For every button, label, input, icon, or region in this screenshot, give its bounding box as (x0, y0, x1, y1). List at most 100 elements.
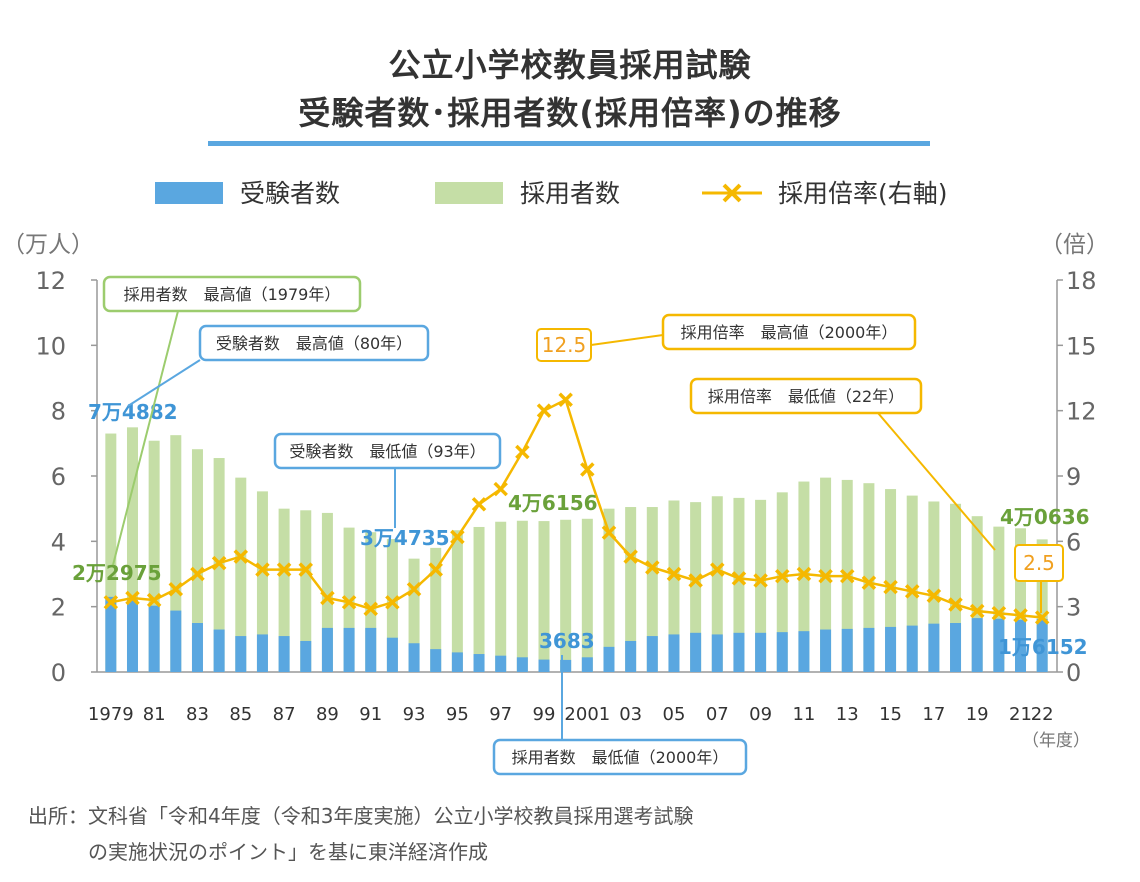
applicants-bar (950, 503, 962, 672)
ratio-point-cross (991, 605, 1007, 621)
ratio-point-cross (580, 462, 595, 477)
annotation-ratio-max-leader (590, 334, 664, 346)
x-tick-label: 1979 (88, 704, 134, 725)
annotation-applicants-max-box (198, 324, 430, 362)
ratio-point-cross (1034, 610, 1050, 625)
ratio-point-cross (255, 562, 270, 577)
ratio-point-cross (883, 579, 898, 595)
hires-bar (473, 654, 485, 672)
annotation-hires-max-leader (112, 310, 179, 566)
right-tick-label: 12 (1066, 398, 1097, 426)
x-tick-label: 17 (922, 704, 945, 725)
x-tick-label: 19 (966, 704, 989, 725)
annotation-ratio-max-box (661, 313, 917, 351)
applicants-bar (755, 499, 767, 672)
x-tick-label: 22 (1031, 704, 1054, 725)
right-tick-label: 18 (1066, 267, 1097, 295)
ratio-point-cross (818, 568, 833, 584)
ratio-point-cross (341, 595, 357, 610)
hires-bar (105, 596, 117, 672)
x-tick-label: 03 (619, 704, 642, 725)
applicants-bar (971, 516, 983, 672)
x-tick-label: 13 (836, 704, 859, 725)
hires-bar (321, 627, 333, 672)
hires-bar (906, 625, 918, 672)
left-tick-label: 6 (51, 463, 66, 491)
ratio-point-cross (731, 571, 747, 586)
ratio-point-cross (363, 601, 378, 617)
ratio-point-cross (103, 595, 119, 610)
ratio-point-cross (276, 562, 292, 577)
ratio-point-cross (233, 549, 249, 564)
source-line1: 出所：文科省「令和4年度（令和3年度実施）公立小学校教員採用選考試験 (28, 804, 694, 828)
chart-title-line1: 公立小学校教員採用試験 (388, 46, 752, 84)
applicants-bar (386, 539, 398, 672)
ratio-point-cross (645, 560, 660, 575)
x-tick-label: 87 (273, 704, 296, 725)
title-underline (208, 141, 930, 146)
applicants-bar (451, 530, 463, 672)
ratio-point-cross (666, 566, 682, 582)
hires-bar (1015, 619, 1027, 672)
applicants-bar (733, 497, 745, 672)
x-tick-label: 05 (663, 704, 686, 725)
ratio-point-cross (796, 566, 812, 582)
right-axis-unit: （倍） (1040, 232, 1109, 258)
applicants-bar (235, 477, 247, 672)
applicants-bar (863, 483, 875, 672)
ratio-point-cross (385, 595, 400, 610)
legend-hires-swatch (435, 182, 503, 204)
ratio-point-cross (1013, 608, 1028, 623)
legend-hires-label: 採用者数 (520, 179, 621, 208)
legend-ratio-swatch (702, 183, 762, 203)
x-tick-label: 93 (403, 704, 426, 725)
ratio-point-cross (536, 403, 552, 418)
hires-bar (148, 605, 160, 672)
x-tick-label: 09 (749, 704, 772, 725)
right-tick-label: 9 (1066, 463, 1081, 491)
ratio-point-cross (168, 582, 184, 597)
hires-bar (560, 659, 572, 672)
ratio-point-cross (471, 497, 487, 512)
ratio-point-cross (775, 568, 790, 584)
source-line2: の実施状況のポイント」を基に東洋経済作成 (88, 840, 488, 864)
right-tick-label: 15 (1066, 332, 1097, 360)
annotation-applicants-max-text: 受験者数 最高値（80年） (216, 334, 412, 353)
x-tick-label: 07 (706, 704, 729, 725)
x-tick-label: 89 (316, 704, 339, 725)
annotation-hires-min-box (492, 738, 748, 776)
hires-bar (646, 636, 658, 672)
applicants-bar (343, 527, 355, 672)
hires-bar (365, 627, 377, 672)
applicants-bar (105, 433, 117, 672)
hires-bar (711, 634, 723, 672)
applicants-bar (581, 518, 593, 672)
applicants-bar (646, 507, 658, 672)
ratio-point-cross (710, 562, 725, 577)
hires-bar (690, 632, 702, 672)
x-tick-label: 2001 (564, 704, 610, 725)
applicants-bar (776, 492, 788, 672)
ratio-point-cross (428, 562, 443, 577)
ratio-point-cross (948, 597, 963, 612)
ratio-point-cross (125, 590, 140, 606)
hires-bar (495, 655, 507, 672)
label-hires-2000: 4万6156 (508, 491, 598, 515)
hires-bar (755, 632, 767, 672)
ratio-point-cross (623, 549, 638, 564)
hires-bar (451, 652, 463, 672)
label-hires-2022: 1万6152 (998, 635, 1088, 659)
hires-bar (386, 637, 398, 672)
ratio-point-cross (904, 584, 920, 599)
right-tick-label: 3 (1066, 594, 1081, 622)
hires-bar (408, 643, 420, 672)
ratio-point-cross (190, 566, 205, 582)
hires-bar (885, 626, 897, 672)
label-hires-max: 2万2975 (72, 561, 162, 585)
hires-bar (733, 632, 745, 672)
hires-bar (993, 618, 1005, 672)
applicants-bar (365, 532, 377, 672)
applicants-bar (430, 547, 442, 672)
applicants-bar (126, 427, 138, 672)
